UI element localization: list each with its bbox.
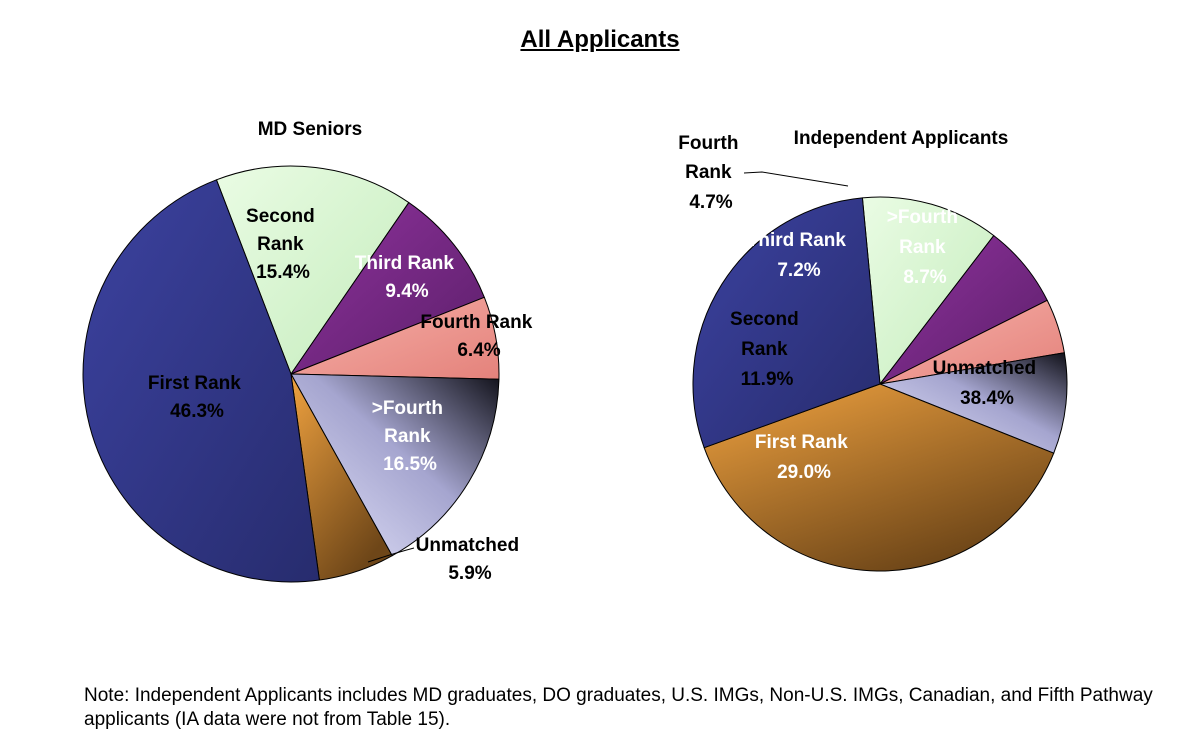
- slice-name-ia-fourth-rank-line1: Fourth: [678, 133, 738, 154]
- slice-name-md-third-rank: Third Rank: [355, 253, 455, 274]
- pie-slices-md-seniors: [82, 165, 500, 583]
- pie-slice-md-first-rank: [82, 179, 320, 583]
- pie-slices-independent-applicants: [692, 196, 1068, 572]
- slice-value-md-unmatched: 5.9%: [448, 563, 491, 584]
- slice-name-md-fourth-rank: Fourth Rank: [420, 312, 532, 333]
- slice-label-md-unmatched: Unmatched 5.9%: [416, 535, 525, 584]
- slice-name-ia-beyond-fourth-line1: >Fourth: [887, 207, 958, 228]
- slice-name-ia-beyond-fourth-line2: Rank: [899, 237, 946, 258]
- slice-label-ia-beyond-fourth: >Fourth Rank 8.7%: [887, 207, 964, 288]
- pie-slice-ia-first-rank: [692, 197, 881, 449]
- slice-value-ia-fourth-rank: 4.7%: [689, 192, 732, 213]
- slice-value-ia-first-rank: 29.0%: [777, 462, 831, 483]
- slice-label-md-third-rank: Third Rank 9.4%: [355, 253, 460, 302]
- slice-label-ia-first-rank: First Rank 29.0%: [755, 432, 853, 483]
- leader-line-unmatched-md: [367, 547, 415, 563]
- slice-value-md-fourth-rank: 6.4%: [457, 340, 500, 361]
- page-title-text: All Applicants: [520, 26, 680, 53]
- slice-name-ia-unmatched: Unmatched: [933, 358, 1036, 379]
- slice-label-md-first-rank: First Rank 46.3%: [148, 373, 246, 422]
- slice-value-md-third-rank: 9.4%: [385, 281, 428, 302]
- slice-name-ia-fourth-rank-line2: Rank: [685, 162, 732, 183]
- slice-name-md-beyond-fourth-line1: >Fourth: [372, 398, 443, 419]
- slice-name-md-second-rank-line1: Second: [246, 206, 315, 227]
- slice-label-ia-fourth-rank: Fourth Rank 4.7%: [678, 133, 743, 213]
- slice-value-ia-beyond-fourth: 8.7%: [903, 267, 946, 288]
- slice-label-md-second-rank: Second Rank 15.4%: [246, 206, 320, 283]
- slice-name-ia-third-rank: Third Rank: [747, 230, 847, 251]
- slice-name-ia-first-rank: First Rank: [755, 432, 848, 453]
- slice-label-md-fourth-rank: Fourth Rank 6.4%: [420, 312, 537, 361]
- slice-value-md-first-rank: 46.3%: [170, 401, 224, 422]
- slice-value-md-beyond-fourth: 16.5%: [383, 454, 437, 475]
- slice-name-md-unmatched: Unmatched: [416, 535, 519, 556]
- pie-slice-md-second-rank: [215, 165, 410, 375]
- slice-label-md-beyond-fourth: >Fourth Rank 16.5%: [372, 398, 449, 475]
- slice-name-md-first-rank: First Rank: [148, 373, 241, 394]
- chart-title-independent-applicants: Independent Applicants: [794, 128, 1009, 149]
- slice-name-ia-second-rank-line1: Second: [730, 309, 799, 330]
- pie-slice-md-beyond-fourth-rank: [290, 373, 500, 557]
- slice-name-md-beyond-fourth-line2: Rank: [384, 426, 431, 447]
- chart-title-md-seniors: MD Seniors: [258, 119, 363, 140]
- slice-label-ia-third-rank: Third Rank 7.2%: [747, 230, 852, 281]
- pie-slice-md-third-rank: [290, 202, 485, 375]
- pie-chart-independent-applicants: Independent Applicants Fourth Rank 4.7% …: [678, 128, 1068, 572]
- pie-slice-ia-unmatched: [703, 383, 1055, 572]
- slice-value-md-second-rank: 15.4%: [256, 262, 310, 283]
- leader-line-fourth-rank-ia: [743, 171, 849, 187]
- pie-chart-md-seniors: MD Seniors First Rank 46.3% Second Rank …: [82, 119, 537, 584]
- footnote: Note: Independent Applicants includes MD…: [84, 685, 1153, 730]
- slice-name-ia-second-rank-line2: Rank: [741, 339, 788, 360]
- pie-slice-ia-second-rank: [861, 196, 995, 385]
- slice-value-ia-unmatched: 38.4%: [960, 388, 1014, 409]
- slice-label-ia-second-rank: Second Rank 11.9%: [730, 309, 804, 390]
- slice-name-md-second-rank-line2: Rank: [257, 234, 304, 255]
- pie-charts: MD Seniors First Rank 46.3% Second Rank …: [82, 119, 1068, 584]
- pie-slice-ia-beyond-fourth-rank: [879, 352, 1068, 454]
- slice-value-ia-third-rank: 7.2%: [777, 260, 820, 281]
- slice-label-ia-unmatched: Unmatched 38.4%: [933, 358, 1042, 409]
- slice-value-ia-second-rank: 11.9%: [741, 369, 794, 390]
- page-title: All Applicants: [0, 26, 1200, 54]
